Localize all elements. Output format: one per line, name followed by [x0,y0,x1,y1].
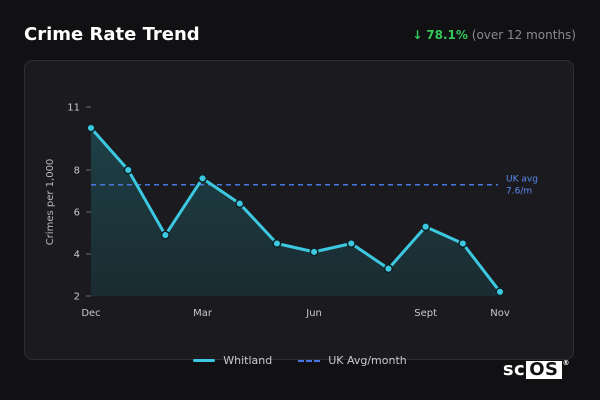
y-tick-label: 6 [74,208,80,219]
x-tick-label: Dec [81,308,100,319]
change-percent: 78.1% [426,28,468,42]
y-tick-label: 11 [67,103,80,114]
legend-swatch-uk-avg [298,359,321,362]
data-point[interactable] [272,238,282,249]
data-point[interactable] [346,238,356,249]
uk-average-value-label: 7.6/m [506,187,532,197]
data-point[interactable] [421,222,431,232]
legend-label-uk-avg: UK Avg/month [328,354,407,367]
data-point[interactable] [235,199,245,209]
y-tick-label: 2 [74,292,80,303]
x-tick-label: Nov [490,308,510,319]
data-point[interactable] [160,230,170,240]
legend-item-whitland[interactable]: Whitland [193,354,272,367]
data-point[interactable] [123,165,133,175]
y-axis-label: Crimes per 1,000 [45,159,56,246]
change-period: (over 12 months) [471,28,576,42]
data-point[interactable] [86,123,96,133]
y-tick-label: 4 [74,250,80,261]
legend-label-whitland: Whitland [223,354,273,367]
legend-swatch-whitland [193,359,216,362]
y-tick-label: 8 [74,166,80,177]
x-tick-label: Jun [305,308,322,319]
data-point[interactable] [495,287,505,297]
legend-item-uk-avg[interactable]: UK Avg/month [298,354,407,367]
change-summary: ↓ 78.1% (over 12 months) [412,28,576,42]
data-point[interactable] [383,264,394,274]
data-point[interactable] [458,238,468,249]
series-line-whitland [89,126,502,294]
x-tick-label: Mar [193,308,213,319]
series-area-whitland [91,128,500,296]
down-arrow-icon: ↓ [412,28,423,42]
data-point[interactable] [197,173,208,183]
data-point[interactable] [309,247,319,257]
page-title: Crime Rate Trend [24,24,200,45]
x-tick-label: Sept [414,308,437,319]
chart-legend: Whitland UK Avg/month [0,354,600,367]
uk-average-label: UK avg [506,175,538,185]
scos-logo: sc OS ® [502,359,570,380]
